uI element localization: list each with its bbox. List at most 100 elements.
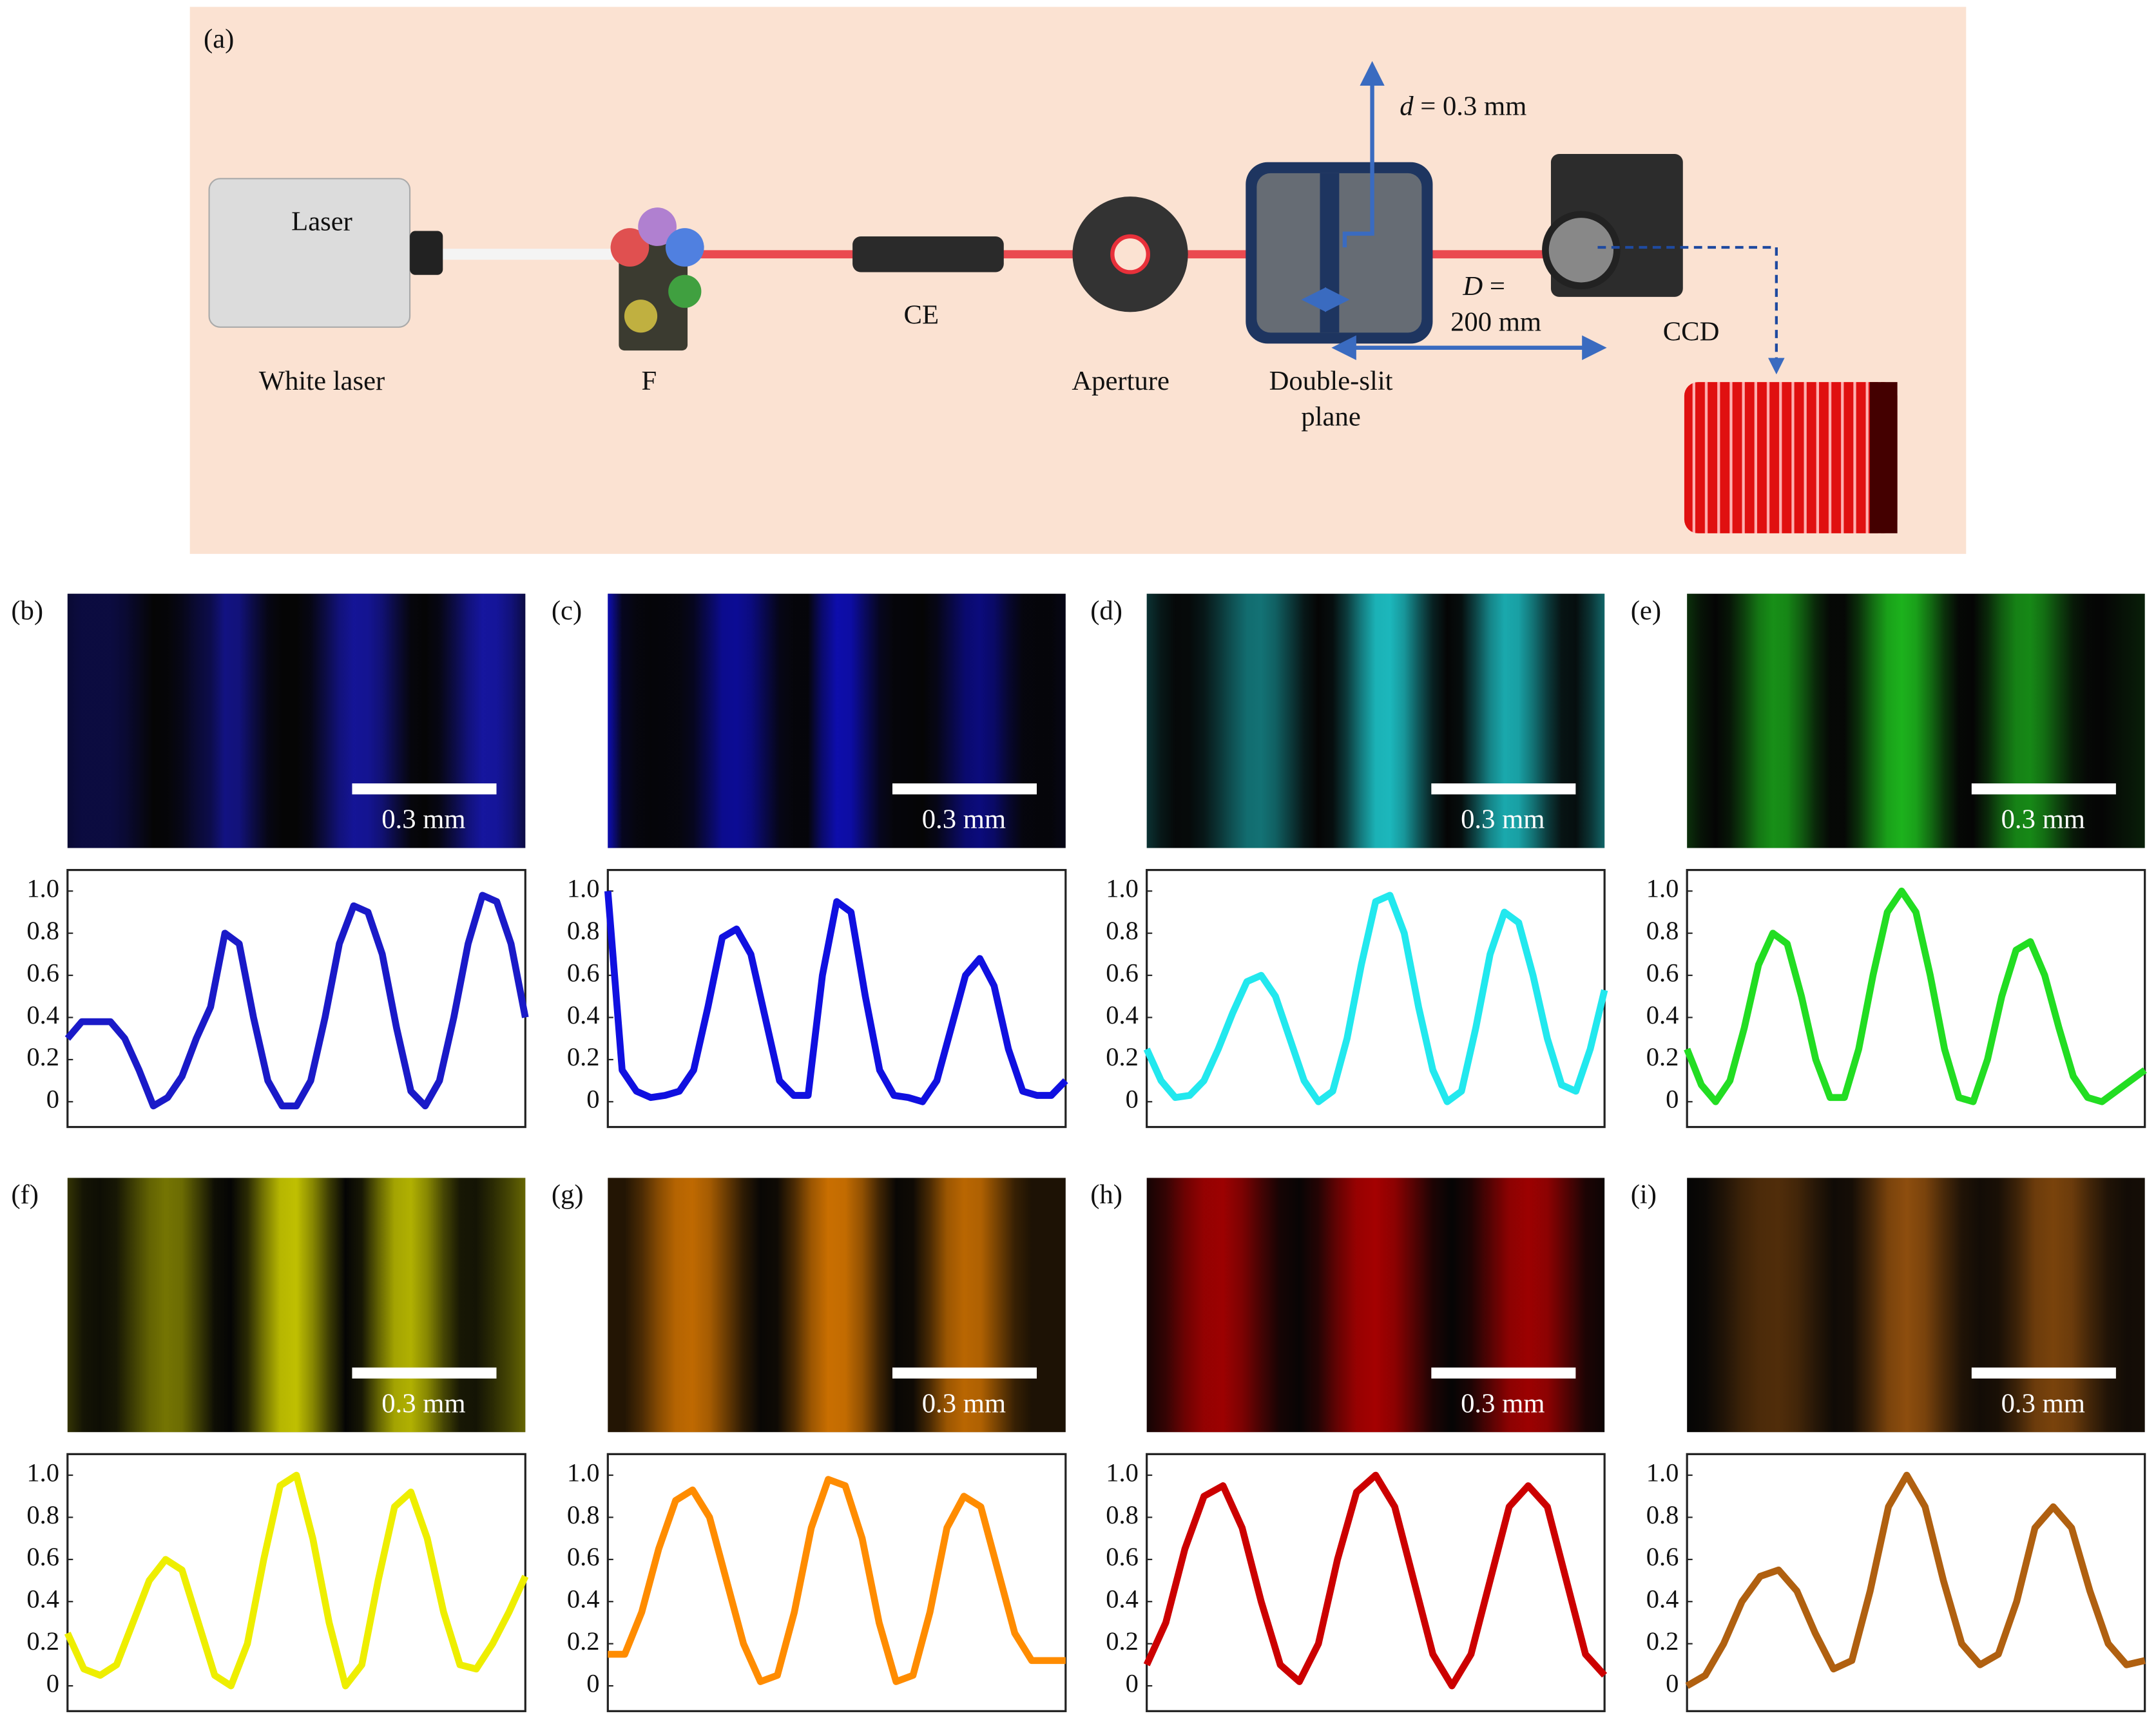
fringe-image [1687, 593, 2145, 848]
y-tick-label: 0.4 [1106, 1000, 1139, 1029]
y-tick-label: 0.6 [567, 958, 600, 987]
component-label: CE [904, 300, 939, 330]
y-tick-label: 0.4 [26, 1585, 59, 1614]
y-tick-label: 0.8 [567, 1500, 600, 1529]
y-tick-label: 0.6 [1646, 958, 1679, 987]
annotation: d = 0.3 mm [1400, 91, 1526, 121]
ccd-lens [1542, 211, 1621, 290]
intensity-line [1685, 1471, 2146, 1689]
filter [668, 274, 702, 308]
scale-bar-label: 0.3 mm [2001, 805, 2085, 835]
fringe-image [1146, 1178, 1605, 1433]
filter [665, 228, 704, 267]
symbol: D [1462, 271, 1483, 301]
y-tick-label: 0 [1126, 1668, 1139, 1697]
component-label: Aperture [1072, 366, 1169, 396]
y-tick-label: 0.8 [1646, 1500, 1679, 1529]
scale-bar [1431, 783, 1576, 795]
y-tick-label: 1.0 [567, 874, 600, 903]
y-tick-label: 0 [46, 1085, 59, 1114]
component-label: Double-slit [1269, 366, 1393, 396]
y-tick-label: 1.0 [26, 1458, 59, 1487]
y-tick-label: 0.8 [1106, 916, 1139, 945]
intensity-line [604, 890, 1068, 1105]
y-tick-label: 1.0 [1646, 874, 1679, 903]
plot-frame [66, 868, 526, 1129]
scale-bar [1431, 1367, 1576, 1379]
y-tick-label: 0.6 [1106, 958, 1139, 987]
laser-box [208, 178, 411, 328]
annotation-text: = [1490, 271, 1505, 301]
scale-bar [892, 783, 1037, 795]
intensity-line [1684, 887, 2147, 1105]
scale-bar [892, 1367, 1037, 1379]
component-label: F [641, 366, 657, 396]
intensity-line [64, 892, 529, 1110]
panel-label: (f) [11, 1179, 39, 1210]
y-tick-label: 1.0 [567, 1458, 600, 1487]
signal-line [1597, 245, 1785, 375]
scale-bar-label: 0.3 mm [1461, 1388, 1545, 1418]
component-label: White laser [259, 366, 385, 396]
component-label: Laser [291, 207, 352, 237]
slit [1320, 173, 1340, 333]
y-tick-label: 0.4 [567, 1000, 600, 1029]
scale-bar [1971, 1367, 2116, 1379]
symbol: d [1400, 91, 1414, 121]
collimator [852, 236, 1004, 272]
fringe-image [67, 1178, 526, 1433]
panel-label: (i) [1631, 1179, 1657, 1210]
y-tick-label: 0 [1666, 1085, 1679, 1114]
y-tick-label: 0.6 [567, 1542, 600, 1571]
fringe-image [1146, 593, 1605, 848]
component-label: CCD [1663, 316, 1720, 347]
component-label: plane [1301, 402, 1360, 432]
fringe-image [608, 1178, 1066, 1433]
y-tick-label: 0.6 [26, 958, 59, 987]
scale-bar [352, 1367, 497, 1379]
y-tick-label: 0.2 [567, 1627, 600, 1656]
result-panels: 0.3 mm (b) 0 0.2 0.4 0.6 0.8 1.0 0.3 mm (c) 0 0.2 0.… [11, 593, 2147, 1712]
y-tick-label: 0.2 [1646, 1042, 1679, 1071]
annotation: 200 mm [1450, 307, 1541, 337]
panel-label: (h) [1090, 1179, 1122, 1210]
y-tick-label: 0 [1666, 1668, 1679, 1697]
y-tick-label: 1.0 [1106, 1458, 1139, 1487]
filter [624, 300, 658, 333]
y-tick-label: 0.2 [26, 1627, 59, 1656]
setup-diagram: (a) Laser White laser F CE Aperture Doub… [189, 6, 1967, 554]
panel-label: (g) [552, 1179, 584, 1210]
aperture-hole [1110, 234, 1151, 274]
intensity-line [608, 1476, 1066, 1685]
y-tick-label: 0.6 [1646, 1542, 1679, 1571]
scale-bar-label: 0.3 mm [2001, 1388, 2085, 1418]
y-tick-label: 0 [1126, 1085, 1139, 1114]
panel-label: (b) [11, 595, 43, 625]
y-tick-label: 0.6 [26, 1542, 59, 1571]
scale-bar [1971, 783, 2116, 795]
y-tick-label: 0.8 [1646, 916, 1679, 945]
scale-bar-label: 0.3 mm [1461, 805, 1545, 835]
y-tick-label: 0.2 [567, 1042, 600, 1071]
plot-frame [1146, 1453, 1606, 1712]
y-tick-label: 0.4 [1646, 1585, 1679, 1614]
fringe-image [608, 593, 1066, 848]
scale-bar-label: 0.3 mm [381, 1388, 465, 1418]
y-tick-label: 0 [586, 1668, 599, 1697]
fringe-image [1687, 1178, 2145, 1433]
intensity-line [1143, 1471, 1608, 1690]
y-tick-label: 1.0 [26, 874, 59, 903]
y-tick-label: 0.2 [1106, 1042, 1139, 1071]
y-tick-label: 0 [586, 1085, 599, 1114]
y-tick-label: 0.4 [1646, 1000, 1679, 1029]
y-tick-label: 0.6 [1106, 1542, 1139, 1571]
fringe-image [67, 593, 526, 848]
y-tick-label: 1.0 [1646, 1458, 1679, 1487]
panel-label: (c) [552, 595, 582, 625]
filter [610, 228, 650, 267]
y-tick-label: 0.8 [26, 1500, 59, 1529]
scale-bar-label: 0.3 mm [381, 805, 465, 835]
slit-spacing-arrow [1342, 61, 1385, 248]
